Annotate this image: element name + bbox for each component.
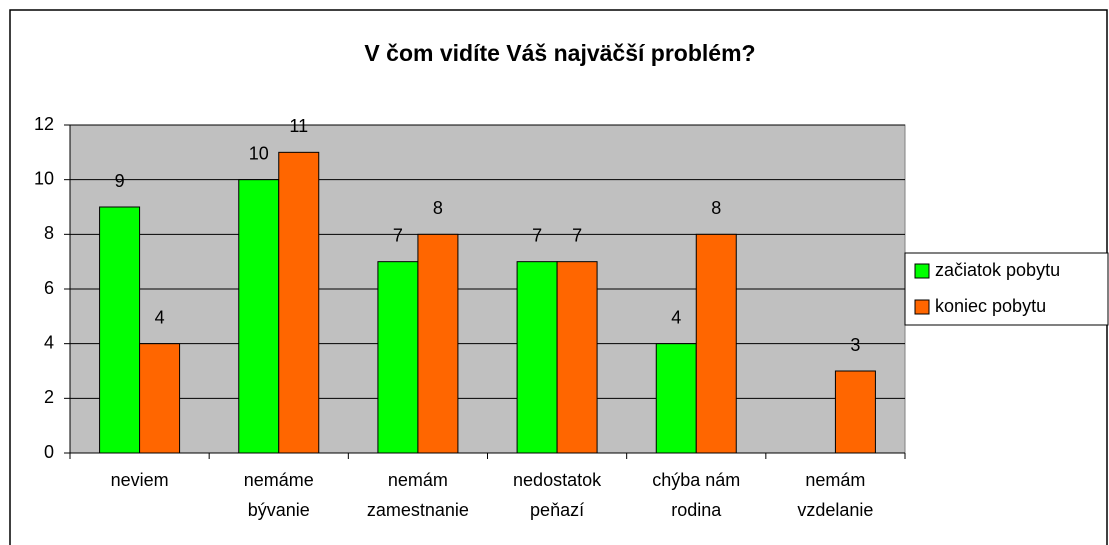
y-tick-label: 0 (44, 442, 54, 462)
x-tick-label-line: nemám (388, 470, 448, 490)
bar (238, 179, 280, 454)
legend-swatch (914, 263, 930, 279)
bar (655, 343, 697, 454)
data-label: 10 (249, 143, 269, 163)
bar (417, 233, 459, 454)
x-tick-label-line: chýba nám (652, 470, 740, 490)
legend-label: koniec pobytu (935, 296, 1046, 316)
x-tick-label-line: peňazí (530, 500, 584, 520)
x-tick-label-line: vzdelanie (797, 500, 873, 520)
x-tick-label-line: nedostatok (513, 470, 602, 490)
legend-box (904, 252, 1109, 326)
y-tick-label: 6 (44, 278, 54, 298)
x-tick-label-line: bývanie (248, 500, 310, 520)
data-label: 9 (115, 171, 125, 191)
bar (516, 261, 558, 454)
y-tick-label: 2 (44, 387, 54, 407)
data-label: 8 (711, 198, 721, 218)
x-tick-label-line: zamestnanie (367, 500, 469, 520)
bar (556, 261, 598, 454)
x-tick-label: nemám zamestnanie (367, 470, 469, 520)
data-label: 4 (155, 307, 165, 327)
bar (377, 261, 419, 454)
data-label: 7 (393, 225, 403, 245)
y-tick-label: 12 (34, 114, 54, 134)
bar (834, 370, 876, 454)
y-tick-label: 8 (44, 223, 54, 243)
data-label: 8 (433, 198, 443, 218)
bar (695, 233, 737, 454)
legend-label: začiatok pobytu (935, 260, 1060, 280)
data-label: 11 (289, 116, 308, 136)
x-tick-label: nemáme bývanie (244, 470, 314, 520)
data-label: 7 (572, 225, 582, 245)
x-tick-label: nedostatok peňazí (513, 470, 602, 520)
chart-title: V čom vidíte Váš najväčší problém? (364, 40, 755, 66)
data-label: 4 (671, 307, 681, 327)
bar (139, 343, 181, 454)
bar (278, 151, 320, 454)
data-label: 3 (850, 335, 860, 355)
x-tick-label-line: nemám (805, 470, 865, 490)
x-tick-label: nemám vzdelanie (797, 470, 873, 520)
x-tick-label-line: nemáme (244, 470, 314, 490)
x-tick-label: neviem (111, 470, 169, 490)
y-tick-label: 10 (34, 168, 54, 188)
x-tick-label: chýba nám rodina (652, 470, 740, 520)
x-tick-label-line: neviem (111, 470, 169, 490)
bar (99, 206, 141, 454)
data-label: 7 (532, 225, 542, 245)
y-tick-label: 4 (44, 332, 54, 352)
x-tick-label-line: rodina (671, 500, 722, 520)
legend-swatch (914, 299, 930, 315)
